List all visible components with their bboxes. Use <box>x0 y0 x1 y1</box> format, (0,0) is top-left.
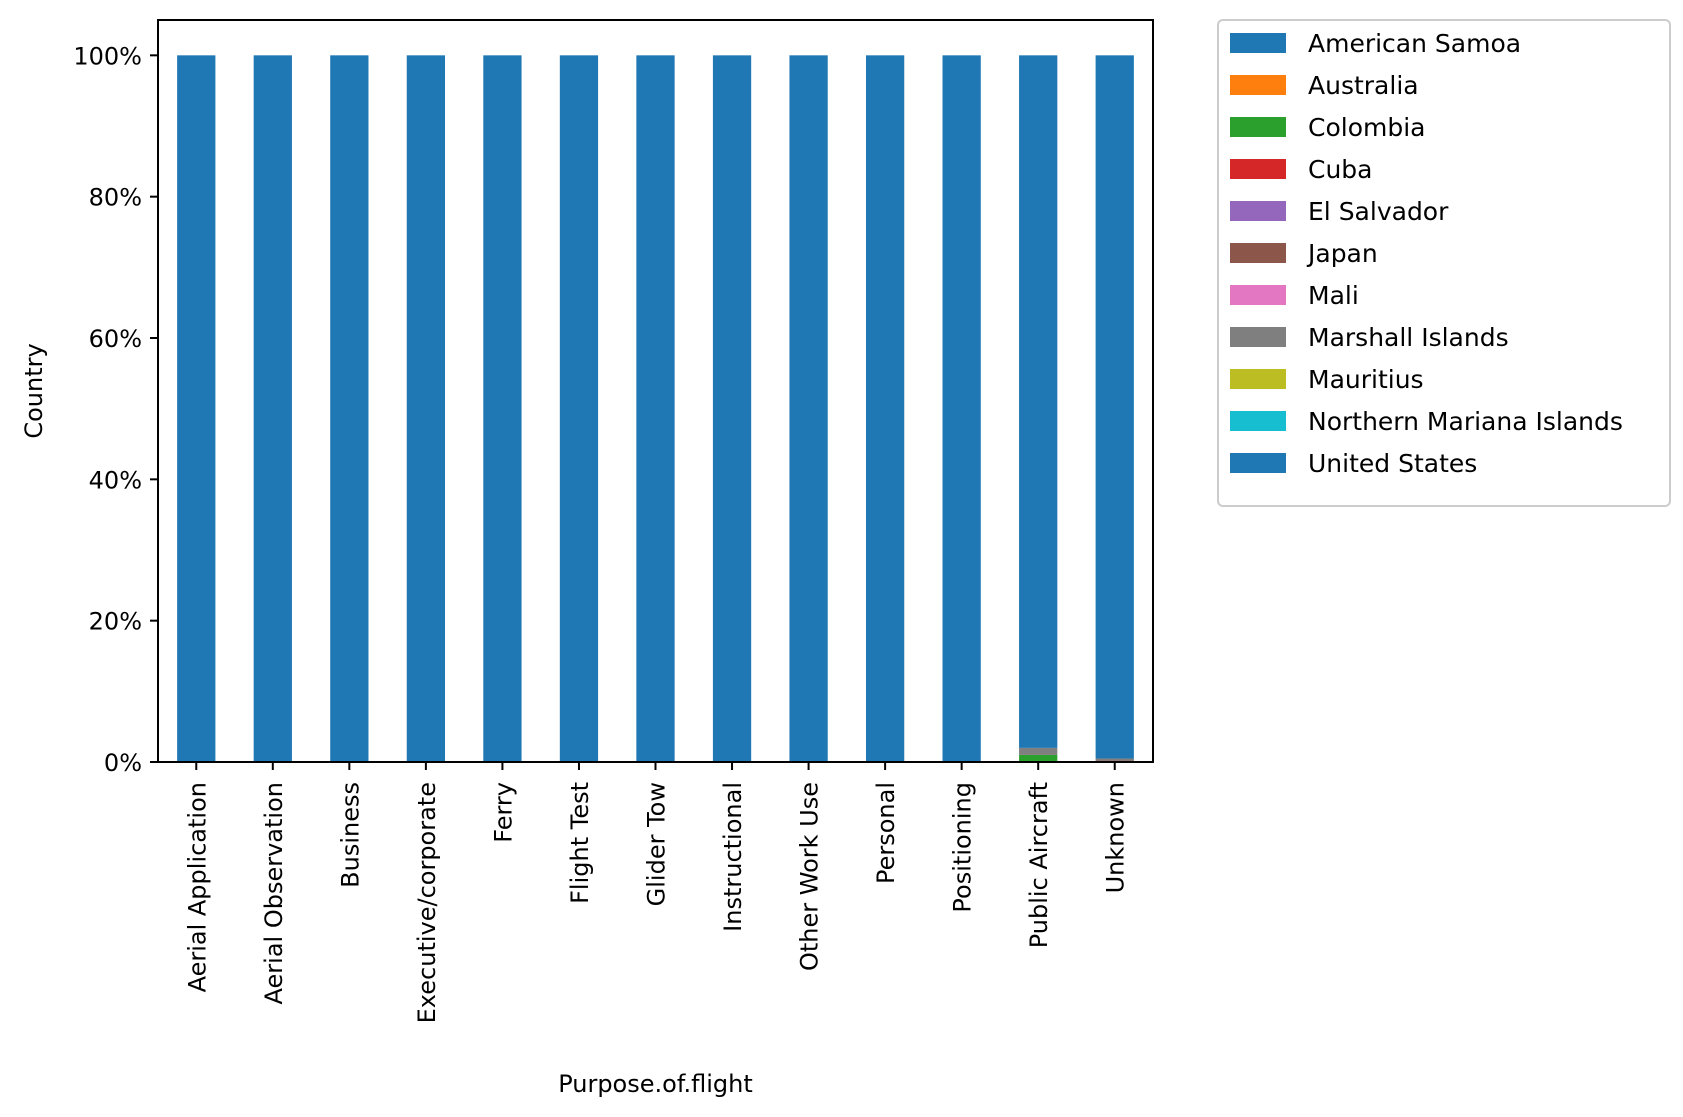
x-tick-label: Other Work Use <box>796 782 824 971</box>
x-axis-label: Purpose.of.flight <box>558 1070 753 1098</box>
legend-swatch <box>1230 75 1286 95</box>
legend-label: Mali <box>1308 281 1359 310</box>
legend-label: Mauritius <box>1308 365 1424 394</box>
x-tick-label: Personal <box>872 782 900 884</box>
x-tick-label: Aerial Observation <box>260 782 288 1004</box>
x-tick-label: Business <box>336 782 364 888</box>
bar-segment-glider-tow-united-states <box>636 55 675 763</box>
legend-label: El Salvador <box>1308 197 1449 226</box>
bar-segment-executive-corporate-united-states <box>406 55 446 763</box>
x-tick-label: Unknown <box>1102 782 1130 893</box>
x-tick-label: Glider Tow <box>643 782 671 906</box>
legend-label: United States <box>1308 449 1477 478</box>
legend-label: Colombia <box>1308 113 1425 142</box>
legend-swatch <box>1230 159 1286 179</box>
legend-swatch <box>1230 243 1286 263</box>
legend-swatch <box>1230 327 1286 347</box>
bar-segment-unknown-marshall-islands <box>1095 758 1134 761</box>
x-axis: Aerial Application Aerial Observation Busi… <box>183 762 1130 1023</box>
legend-swatch <box>1230 285 1286 305</box>
bar-segment-public-aircraft-colombia <box>1019 754 1058 762</box>
legend-label: Marshall Islands <box>1308 323 1509 352</box>
x-tick-label: Aerial Application <box>183 782 211 992</box>
y-tick-label: 100% <box>73 42 142 70</box>
legend-frame <box>1217 19 1671 507</box>
x-tick-label: Positioning <box>949 782 977 913</box>
y-tick-label: 20% <box>89 608 142 636</box>
bars-layer <box>177 55 1134 763</box>
bar-segment-aerial-observation-united-states <box>253 55 292 763</box>
bar-segment-unknown-united-states <box>1095 55 1134 759</box>
y-axis: 0% 20% 40% 60% 80% 100% <box>73 42 158 777</box>
legend-label: American Samoa <box>1308 29 1521 58</box>
bar-segment-instructional-united-states <box>712 55 752 763</box>
x-tick-label: Executive/corporate <box>413 782 441 1023</box>
y-axis-label: Country <box>20 343 48 438</box>
x-tick-label: Public Aircraft <box>1025 782 1053 948</box>
legend-label: Japan <box>1306 239 1378 268</box>
legend-label: Cuba <box>1308 155 1373 184</box>
y-tick-label: 40% <box>89 466 142 494</box>
legend-swatch <box>1230 411 1286 431</box>
legend-swatch <box>1230 201 1286 221</box>
bar-segment-other-work-use-united-states <box>789 55 828 763</box>
bar-segment-positioning-united-states <box>942 55 981 763</box>
y-tick-label: 60% <box>89 325 142 353</box>
legend-label: Australia <box>1308 71 1419 100</box>
bar-segment-flight-test-united-states <box>559 55 599 763</box>
legend-label: Northern Mariana Islands <box>1308 407 1623 436</box>
bar-segment-ferry-united-states <box>483 55 522 763</box>
x-tick-label: Instructional <box>719 782 747 932</box>
x-tick-label: Ferry <box>489 782 517 843</box>
legend: American Samoa Australia Colombia Cuba El Sa… <box>1217 19 1671 507</box>
y-tick-label: 80% <box>89 184 142 212</box>
bar-segment-personal-united-states <box>865 55 905 763</box>
legend-swatch <box>1230 117 1286 137</box>
bar-segment-public-aircraft-united-states <box>1019 55 1058 748</box>
bar-segment-aerial-application-united-states <box>177 55 216 763</box>
legend-swatch <box>1230 453 1286 473</box>
legend-swatch <box>1230 33 1286 53</box>
bar-segment-business-united-states <box>330 55 369 763</box>
x-tick-label: Flight Test <box>566 782 594 904</box>
bar-segment-public-aircraft-marshall-islands <box>1019 747 1058 755</box>
y-tick-label: 0% <box>104 749 142 777</box>
legend-swatch <box>1230 369 1286 389</box>
